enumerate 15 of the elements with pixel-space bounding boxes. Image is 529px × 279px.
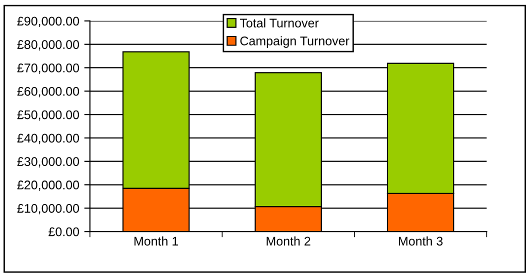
legend-label: Total Turnover [240,18,319,28]
y-tick-label: £30,000.00 [17,157,80,168]
y-tick-label: £90,000.00 [17,16,80,28]
x-tick-label: Month 1 [134,236,178,246]
x-tick-label: Month 2 [266,236,310,246]
y-tick-label: £80,000.00 [17,40,80,50]
y-tick-label: £60,000.00 [17,86,80,98]
y-tick-label: £0.00 [48,227,80,236]
x-tick-label: Month 3 [399,236,443,246]
legend-label: Campaign Turnover [240,36,350,48]
y-tick-label: £40,000.00 [17,134,80,144]
y-tick-label: £20,000.00 [17,180,80,191]
y-tick-label: £10,000.00 [17,204,80,214]
y-tick-label: £50,000.00 [17,110,80,121]
y-tick-label: £70,000.00 [17,64,80,74]
